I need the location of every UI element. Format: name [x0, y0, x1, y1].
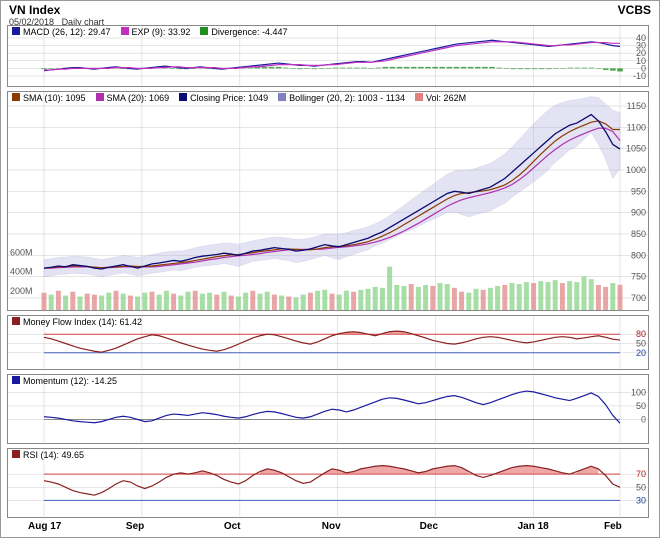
legend-item: EXP (9): 33.92: [121, 27, 191, 37]
brand-label: VCBS: [618, 3, 651, 17]
xaxis-tick: Oct: [224, 521, 241, 532]
svg-text:1000: 1000: [626, 165, 646, 175]
macd-panel: -10010203040MACD (26, 12): 29.47EXP (9):…: [7, 25, 649, 87]
xaxis-tick: Feb: [604, 521, 622, 532]
legend-item: MACD (26, 12): 29.47: [12, 27, 111, 37]
svg-text:20: 20: [636, 348, 646, 358]
mfi-panel: 2050808020Money Flow Index (14): 61.42: [7, 315, 649, 370]
page-title: VN Index: [9, 3, 651, 17]
rsi-panel: 3050707030RSI (14): 49.65: [7, 448, 649, 518]
svg-text:200M: 200M: [10, 286, 33, 296]
svg-text:100: 100: [631, 387, 646, 397]
xaxis-tick: Aug 17: [28, 521, 61, 532]
svg-text:900: 900: [631, 208, 646, 218]
legend-item: Bollinger (20, 2): 1003 - 1134: [278, 93, 405, 103]
price-panel: 700 750 800 850 900 950 1000 1050 1100 1150 200M 40…: [7, 91, 649, 311]
xaxis-tick: Dec: [420, 521, 438, 532]
xaxis-tick: Sep: [126, 521, 144, 532]
legend-item: Vol: 262M: [415, 93, 466, 103]
xaxis-tick: Nov: [322, 521, 341, 532]
svg-text:1050: 1050: [626, 144, 646, 154]
legend-item: Money Flow Index (14): 61.42: [12, 317, 142, 327]
svg-text:0: 0: [641, 414, 646, 424]
svg-text:50: 50: [636, 482, 646, 492]
legend-item: SMA (20): 1069: [96, 93, 170, 103]
svg-text:800: 800: [631, 250, 646, 260]
svg-text:30: 30: [636, 495, 646, 505]
svg-text:50: 50: [636, 401, 646, 411]
svg-text:70: 70: [636, 469, 646, 479]
momentum-panel: 0501000Momentum (12): -14.25: [7, 374, 649, 444]
xaxis-tick: Jan 18: [518, 521, 549, 532]
svg-text:1150: 1150: [627, 101, 646, 111]
legend-item: SMA (10): 1095: [12, 93, 86, 103]
svg-text:80: 80: [636, 329, 646, 339]
svg-text:600M: 600M: [10, 247, 33, 257]
svg-text:1100: 1100: [627, 122, 646, 132]
legend-item: RSI (14): 49.65: [12, 450, 84, 460]
svg-text:850: 850: [631, 229, 646, 239]
legend-item: Momentum (12): -14.25: [12, 376, 117, 386]
svg-text:700: 700: [631, 293, 646, 303]
legend-item: Closing Price: 1049: [179, 93, 268, 103]
svg-text:950: 950: [631, 186, 646, 196]
legend-item: Divergence: -4.447: [200, 27, 287, 37]
svg-text:400M: 400M: [10, 267, 33, 277]
svg-text:750: 750: [631, 272, 646, 282]
svg-text:40: 40: [636, 33, 646, 43]
